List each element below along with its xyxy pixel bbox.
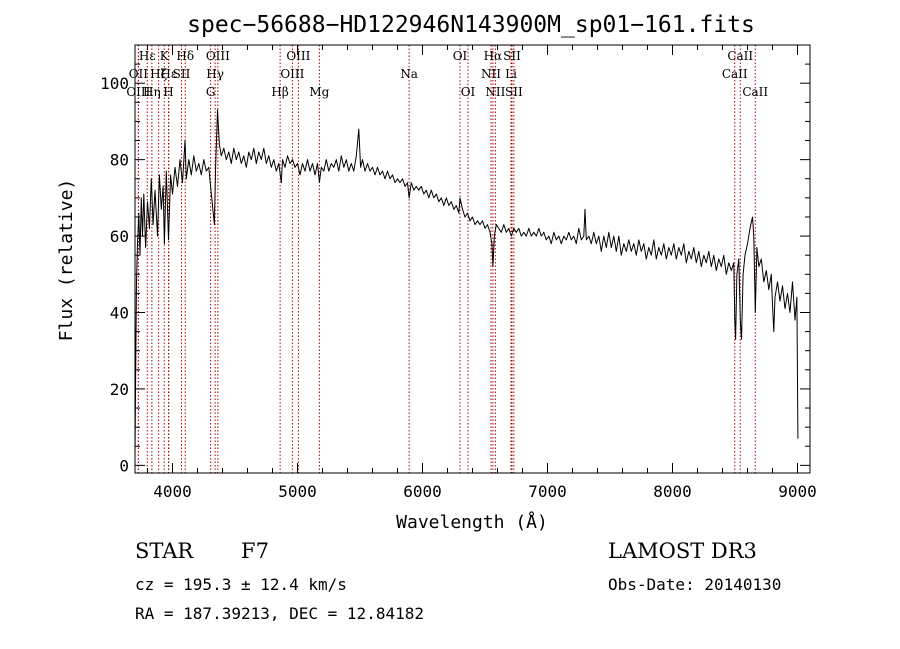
spectral-line-markers (137, 45, 756, 473)
redshift-readout: cz = 195.3 ± 12.4 km/s (135, 575, 347, 594)
line-label-23: SII (503, 49, 521, 63)
line-label-28: CaII (742, 85, 768, 99)
obs-date: Obs-Date: 20140130 (608, 575, 781, 594)
line-label-10: OIII (206, 49, 230, 63)
line-label-27: CaII (722, 67, 748, 81)
line-label-11: Hγ (206, 67, 224, 81)
plot-frame (134, 44, 811, 474)
line-label-1: OII (129, 67, 149, 81)
x-tick-label-4: 8000 (653, 482, 692, 501)
object-subclass: F7 (241, 539, 269, 563)
line-label-21: NII (481, 67, 501, 81)
line-label-19: OI (461, 85, 476, 99)
x-tick-label-1: 5000 (278, 482, 317, 501)
line-label-0: Hε (139, 49, 156, 63)
line-label-7: H (163, 85, 173, 99)
line-label-16: Mg (309, 85, 329, 99)
axis-ticks (135, 45, 810, 473)
line-label-12: G (206, 85, 216, 99)
y-tick-label-5: 100 (100, 74, 129, 93)
line-label-14: OIII (280, 67, 304, 81)
line-label-25: SII (505, 85, 523, 99)
line-label-17: Na (400, 67, 418, 81)
line-label-4: Hη (143, 85, 161, 99)
line-label-22: NII (485, 85, 505, 99)
line-label-5: K (160, 49, 170, 63)
line-label-20: Hα (484, 49, 503, 63)
x-axis-label: Wavelength (Å) (396, 511, 548, 533)
coordinates-readout: RA = 187.39213, DEC = 12.84182 (135, 604, 424, 623)
axis-tick-labels: 4000 5000 6000 7000 8000 9000 0 20 40 60 80 100 (100, 74, 817, 501)
line-label-24: Li (505, 67, 517, 81)
y-axis-label: Flux (relative) (56, 179, 77, 342)
line-label-15: Hβ (271, 85, 288, 99)
line-label-3: Hζ (150, 67, 167, 81)
x-tick-label-0: 4000 (153, 482, 192, 501)
chart-title: spec−56688−HD122946N143900M_sp01−161.fit… (187, 12, 755, 38)
y-tick-label-2: 40 (110, 304, 129, 323)
line-label-13: OIII (286, 49, 310, 63)
y-tick-label-1: 20 (110, 380, 129, 399)
line-label-9: Hδ (176, 49, 194, 63)
line-label-6: Hε (160, 67, 177, 81)
x-tick-label-2: 6000 (403, 482, 442, 501)
line-label-2: OIII (126, 85, 150, 99)
y-tick-label-4: 80 (110, 151, 129, 170)
y-tick-label-0: 0 (119, 456, 129, 475)
line-label-8: SII (173, 67, 191, 81)
spectrum-line (134, 109, 799, 458)
line-label-18: OI (453, 49, 468, 63)
survey-name: LAMOST DR3 (608, 539, 757, 563)
y-tick-label-3: 60 (110, 227, 129, 246)
x-tick-label-5: 9000 (778, 482, 817, 501)
object-class: STAR (135, 539, 194, 563)
x-tick-label-3: 7000 (528, 482, 567, 501)
line-label-26: CaII (727, 49, 753, 63)
